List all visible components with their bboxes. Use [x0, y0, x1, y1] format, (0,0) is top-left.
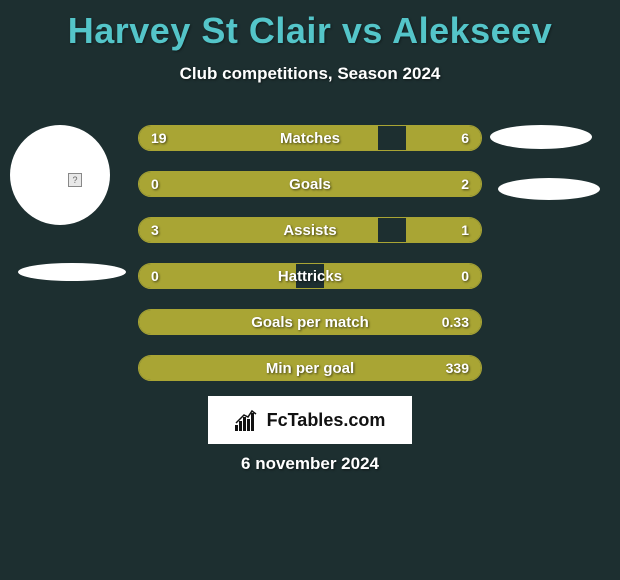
image-placeholder-icon: ?	[68, 173, 82, 187]
player-left-avatar: ?	[10, 125, 110, 225]
stat-label: Hattricks	[139, 264, 481, 288]
player-left-shadow	[18, 263, 126, 281]
stat-label: Matches	[139, 126, 481, 150]
stat-row: 339Min per goal	[138, 355, 482, 381]
date-text: 6 november 2024	[0, 454, 620, 474]
stat-label: Goals	[139, 172, 481, 196]
stats-bars: 196Matches 02Goals 31Assists 00Hattricks 0.3…	[138, 125, 482, 401]
fctables-logo-icon	[235, 409, 261, 431]
logo-text: FcTables.com	[267, 410, 386, 431]
stat-row: 02Goals	[138, 171, 482, 197]
stat-row: 0.33Goals per match	[138, 309, 482, 335]
stat-label: Goals per match	[139, 310, 481, 334]
logo-box: FcTables.com	[208, 396, 412, 444]
stat-row: 196Matches	[138, 125, 482, 151]
player-right-avatar	[490, 125, 592, 149]
stat-label: Assists	[139, 218, 481, 242]
stat-row: 31Assists	[138, 217, 482, 243]
subtitle: Club competitions, Season 2024	[0, 64, 620, 84]
stat-row: 00Hattricks	[138, 263, 482, 289]
page-title: Harvey St Clair vs Alekseev	[0, 0, 620, 52]
stat-label: Min per goal	[139, 356, 481, 380]
player-right-shadow	[498, 178, 600, 200]
